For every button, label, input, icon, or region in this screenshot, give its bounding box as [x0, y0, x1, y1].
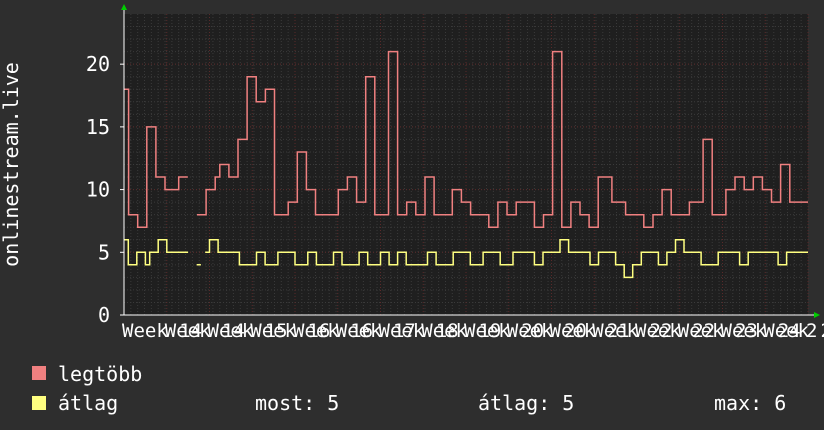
x-tick-label: Week 22: [592, 320, 672, 342]
y-tick-label: 20: [86, 52, 110, 76]
x-tick-label: Week 20: [464, 320, 544, 342]
series-line-1: [124, 239, 808, 279]
y-tick-label: 10: [86, 178, 110, 202]
x-tick-label: Week 14: [122, 320, 202, 342]
y-axis-arrow: [121, 4, 127, 10]
y-tick-label: 0: [98, 303, 110, 327]
y-tick-label: 5: [98, 240, 110, 264]
x-tick-label: Week 25: [763, 320, 824, 342]
x-tick-label: Week 23: [678, 320, 758, 342]
x-tick-label: Week 18: [379, 320, 459, 342]
x-tick-label: Week 20: [507, 320, 587, 342]
x-tick-label: Week 15: [208, 320, 288, 342]
x-tick-label: Week 16: [293, 320, 373, 342]
y-tick-label: 15: [86, 115, 110, 139]
x-tick-label: Week 17: [336, 320, 416, 342]
x-tick-label: Week 22: [635, 320, 715, 342]
x-tick-label: Week 24: [721, 320, 801, 342]
x-tick-label: Week 14: [165, 320, 245, 342]
y-axis-label: onlinestream.live: [0, 62, 23, 267]
x-axis-arrow: [814, 312, 820, 318]
x-tick-label: 2: [806, 320, 817, 342]
series-line-0: [124, 50, 808, 228]
x-tick-label: Week 16: [250, 320, 330, 342]
x-tick-label: Week 19: [421, 320, 501, 342]
x-tick-label: Week 21: [550, 320, 630, 342]
